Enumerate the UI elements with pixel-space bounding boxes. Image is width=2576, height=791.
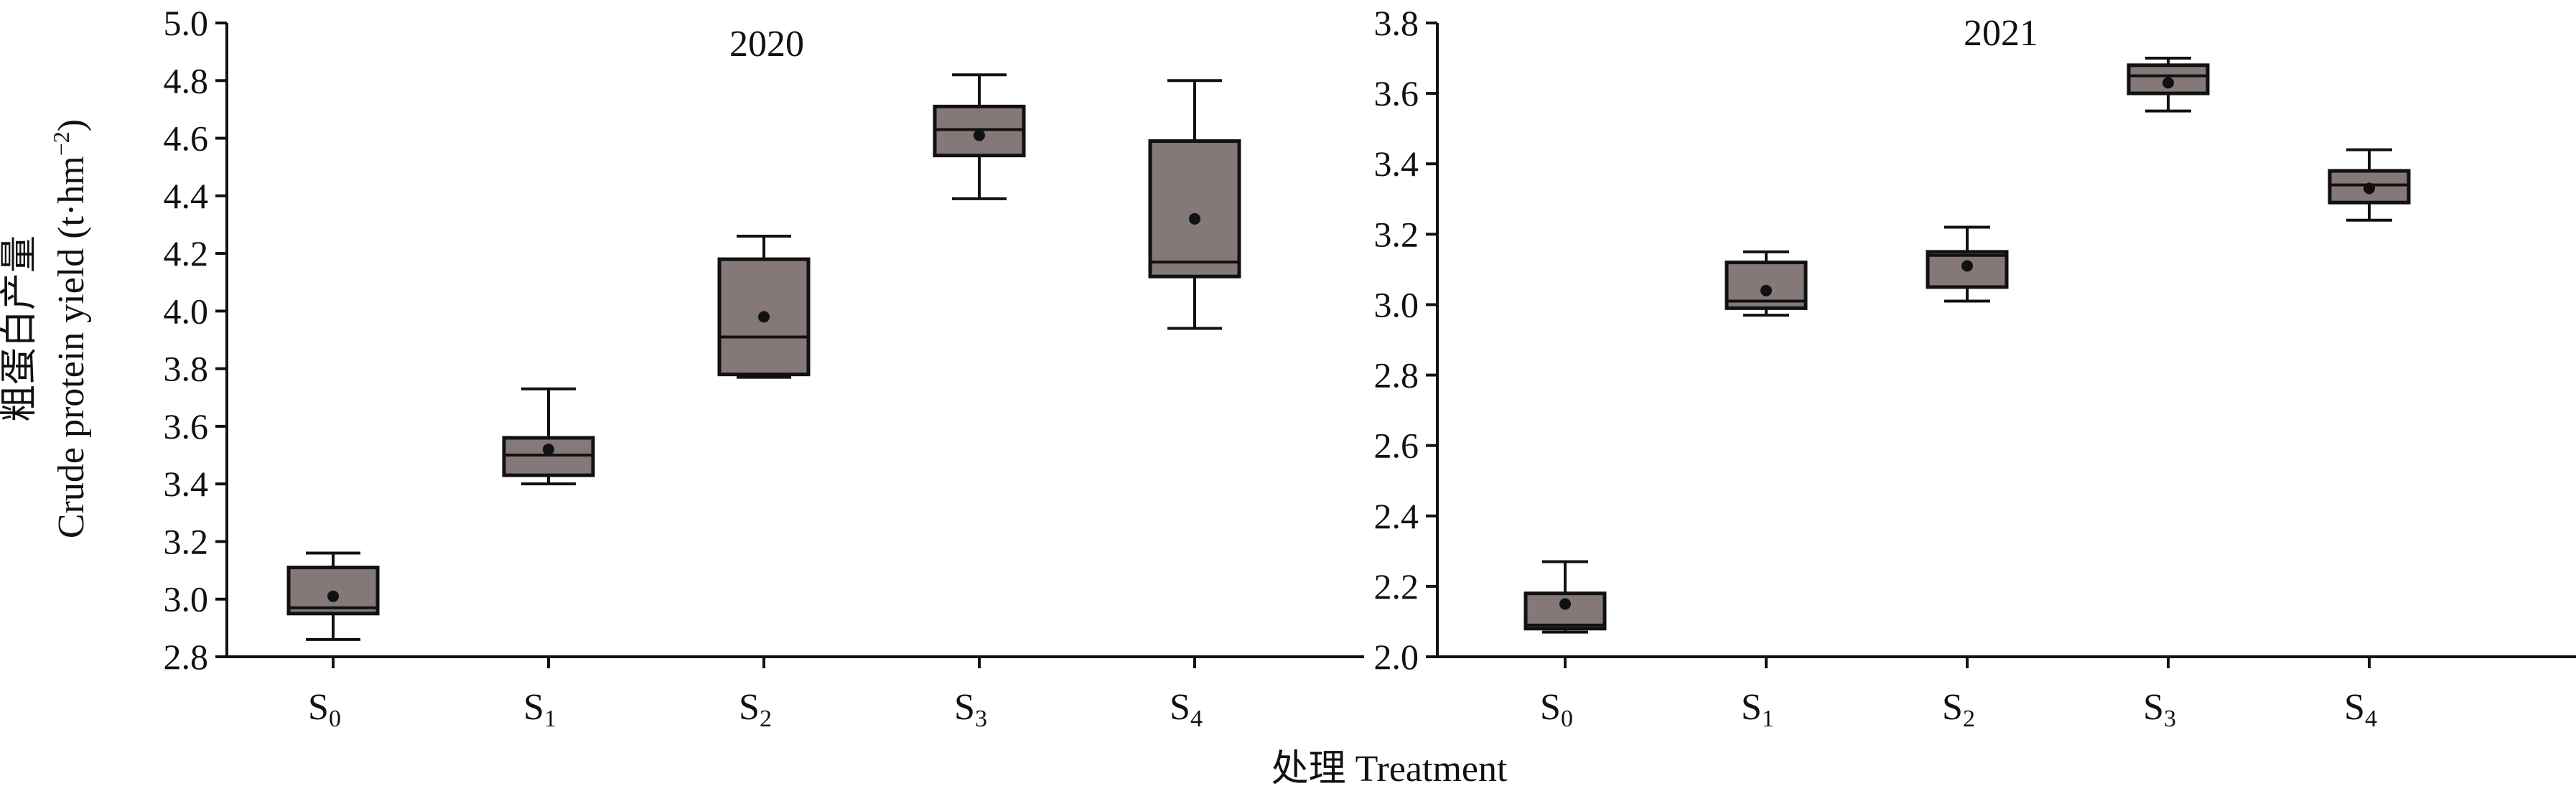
y-tick-label: 3.0 <box>164 579 209 619</box>
y-tick-label: 3.6 <box>1374 73 1419 113</box>
y-tick-label: 4.2 <box>164 233 209 273</box>
y-tick-label: 4.4 <box>164 176 209 216</box>
x-tick-label: S1 <box>1741 687 1774 732</box>
y-tick-label: 5.0 <box>164 3 209 43</box>
mean-marker <box>1559 598 1571 610</box>
x-axis-label: 处理 Treatment <box>1271 749 1508 790</box>
y-tick-label: 3.0 <box>1374 284 1419 324</box>
x-tick-label: S3 <box>954 687 987 732</box>
y-tick-label: 4.0 <box>164 291 209 331</box>
y-axis-label-close-paren: ) <box>51 119 92 131</box>
iqr-box <box>502 436 595 477</box>
y-tick-label: 4.8 <box>164 60 209 100</box>
mean-marker <box>758 311 770 323</box>
y-tick-label: 3.4 <box>164 464 209 504</box>
iqr-box <box>286 566 380 616</box>
box-S4 <box>2328 148 2411 222</box>
mean-marker <box>2363 182 2375 195</box>
box-S3 <box>2127 57 2210 113</box>
box-S2 <box>717 235 811 379</box>
y-tick-label: 2.4 <box>1374 496 1419 536</box>
y-tick-label: 4.6 <box>164 118 209 159</box>
mean-marker <box>974 129 985 141</box>
y-tick-label: 2.8 <box>164 637 209 677</box>
mean-marker <box>1961 260 1973 272</box>
y-tick-label: 2.6 <box>1374 426 1419 466</box>
panel-title: 2020 <box>729 24 804 65</box>
box-S2 <box>1926 225 2009 303</box>
y-tick-label: 3.2 <box>1374 214 1419 254</box>
y-tick-label: 2.2 <box>1374 566 1419 607</box>
x-tick-label: S1 <box>523 687 556 732</box>
mean-marker <box>2162 77 2174 89</box>
box-S3 <box>933 73 1026 200</box>
x-tick-label: S4 <box>1170 687 1203 732</box>
mean-marker <box>327 590 339 602</box>
y-tick-label: 3.2 <box>164 521 209 561</box>
mean-marker <box>1760 284 1772 296</box>
mean-marker <box>1189 212 1200 225</box>
x-tick-label: S4 <box>2344 687 2377 732</box>
box-S0 <box>286 551 380 641</box>
y-axis-label: 粗蛋白产量 Crude protein yield (t·hm−2) <box>0 119 92 538</box>
x-tick-label: S2 <box>739 687 772 732</box>
x-tick-label: S3 <box>2143 687 2176 732</box>
panel-title: 2021 <box>1964 13 2038 54</box>
y-tick-label: 3.4 <box>1374 144 1419 184</box>
y-tick-label: 2.0 <box>1374 637 1419 677</box>
y-tick-label: 3.6 <box>164 406 209 446</box>
box-S1 <box>1725 250 1808 317</box>
y-axis-label-cn: 粗蛋白产量 <box>0 235 40 422</box>
y-tick-label: 2.8 <box>1374 355 1419 396</box>
box-S4 <box>1148 79 1241 330</box>
y-axis-label-superscript: −2 <box>48 131 74 156</box>
iqr-box <box>1523 591 1607 631</box>
y-tick-label: 3.8 <box>1374 3 1419 43</box>
mean-marker <box>543 444 554 456</box>
y-axis-label-en: Crude protein yield (t·hm−2) <box>48 119 92 538</box>
x-tick-label: S0 <box>1540 687 1573 732</box>
x-tick-label: S0 <box>308 687 341 732</box>
panel-2020: 2.8 3.0 3.2 3.4 3.6 3.8 4.0 4.2 4.4 4.6 4.8 5.0 2020… <box>164 3 1364 732</box>
y-axis-label-en-text: Crude protein yield (t·hm <box>51 156 92 538</box>
y-tick-label: 3.8 <box>164 349 209 389</box>
box-S0 <box>1523 560 1607 634</box>
iqr-box <box>1148 139 1241 279</box>
panel-2021: 2.0 2.2 2.4 2.6 2.8 3.0 3.2 3.4 3.6 3.8 2021 S0 S1 S2… <box>1374 3 2576 732</box>
iqr-box <box>2127 63 2210 95</box>
x-tick-label: S2 <box>1942 687 1975 732</box>
box-S1 <box>502 387 595 486</box>
